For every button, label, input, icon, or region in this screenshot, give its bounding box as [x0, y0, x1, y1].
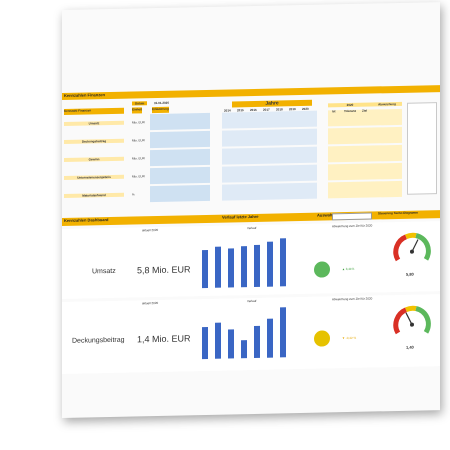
verlauf-label: Verlauf	[247, 298, 257, 304]
abweichung-label: Abweichung zum Ziel für 2020	[332, 296, 373, 302]
side-panel	[407, 102, 437, 195]
chart-bar	[267, 318, 273, 358]
year-values	[222, 110, 317, 129]
kpi-delta: ▼ -0,42 %	[342, 335, 357, 341]
row-name: Umsatz	[64, 120, 124, 126]
gauge-value: 1,40	[406, 344, 414, 350]
year-2020-header: 2020	[328, 102, 372, 108]
verlauf-title: Verlauf letzte Jahre	[222, 213, 259, 220]
chart-bar	[202, 249, 208, 289]
jahre-header: Jahre	[232, 99, 312, 108]
bar-chart-deckungsbeitrag	[202, 307, 294, 360]
year-header: 2015	[237, 108, 244, 113]
year-2020-values	[328, 180, 402, 199]
row-name: Gewinn	[64, 156, 124, 162]
ist-header: Ist	[332, 109, 336, 114]
kpi-panel-deckungsbeitrag: aktuell 2020 Verlauf Abweichung zum Ziel…	[62, 294, 440, 374]
dashboard-title: Kennzahlen Dashboard	[64, 217, 109, 223]
chart-bar	[241, 340, 247, 359]
tacho-title: Steuerung Tacho-Diagramm	[378, 210, 418, 216]
row-name: Deckungsbeitrag	[64, 138, 124, 144]
erlaeuterung-cell[interactable]	[150, 130, 210, 149]
auswahl-label: Auswahl	[317, 212, 334, 218]
year-2020-values	[328, 162, 402, 181]
chart-bar	[215, 322, 221, 359]
gauge-umsatz	[392, 229, 432, 270]
auswahl-dropdown[interactable]	[332, 212, 372, 221]
year-header: 2018	[276, 107, 283, 112]
erlaeuterung-cell[interactable]	[150, 148, 210, 167]
kpi-delta: ▲ 3,41%	[342, 266, 355, 272]
year-header: 2016	[250, 107, 257, 113]
row-unit: Mio. EUR	[132, 156, 145, 161]
chart-bar	[228, 248, 234, 288]
year-2020-values	[328, 126, 402, 145]
year-values	[222, 128, 317, 147]
years-header-row	[62, 2, 440, 10]
chart-bar	[254, 244, 260, 287]
spreadsheet-document: Kennzahlen Finanzen Datum 31.01.2020 Ken…	[62, 2, 440, 418]
year-values	[222, 164, 317, 183]
datum-label: Datum	[132, 101, 148, 106]
bar-chart-umsatz	[202, 238, 294, 289]
erlaeuterung-cell[interactable]	[150, 112, 210, 131]
chart-bar	[280, 238, 286, 287]
year-2020-values	[328, 144, 402, 163]
year-header: 2020	[302, 106, 309, 111]
kpi-name: Deckungsbeitrag	[72, 336, 125, 345]
kpi-value: 1,4 Mio. EUR	[137, 333, 191, 345]
finanzen-table: Umsatz Mio. EUR Deckungsbeitrag Mio. EUR Gew…	[62, 107, 440, 205]
year-values	[222, 182, 317, 201]
chart-bar	[280, 307, 286, 358]
chart-bar	[267, 241, 273, 287]
row-name: Materialaufwand	[64, 192, 124, 198]
kpi-value: 5,8 Mio. EUR	[137, 264, 191, 276]
chart-bar	[241, 246, 247, 288]
verlauf-label: Verlauf	[247, 225, 257, 231]
year-header: 2019	[289, 107, 296, 112]
row-name: Unternehmensergebnis	[64, 174, 124, 180]
abweichung-header: Abweichung	[372, 101, 402, 107]
finanzen-title: Kennzahlen Finanzen	[64, 92, 105, 98]
chart-bar	[215, 246, 221, 288]
row-unit: Mio. EUR	[132, 174, 145, 179]
status-dot	[314, 261, 330, 278]
finanzen-title-bar: Kennzahlen Finanzen	[62, 85, 440, 100]
datum-value[interactable]: 31.01.2020	[154, 100, 170, 106]
year-header: 2014	[224, 108, 231, 113]
erlaeuterung-cell[interactable]	[150, 184, 210, 203]
row-unit: Mio. EUR	[132, 120, 145, 125]
chart-bar	[228, 329, 234, 359]
gauge-value: 5,80	[406, 271, 414, 277]
row-unit: Mio. EUR	[132, 138, 145, 143]
aktuell-label: aktuell 2020	[142, 227, 159, 233]
status-dot	[314, 330, 330, 347]
year-values	[222, 146, 317, 165]
abweichung-label: Abweichung zum Ziel für 2020	[332, 223, 373, 229]
erlaeuterung-cell[interactable]	[150, 166, 210, 185]
kpi-name: Umsatz	[92, 267, 116, 276]
toleranz-header: Toleranz	[344, 108, 357, 114]
chart-bar	[202, 326, 208, 360]
kpi-panel-umsatz: aktuell 2020 Verlauf Abweichung zum Ziel…	[62, 221, 440, 299]
aktuell-label: aktuell 2020	[142, 300, 159, 306]
ziel-header: Ziel	[362, 108, 368, 113]
row-unit: %	[132, 192, 135, 197]
gauge-deckungsbeitrag	[392, 302, 432, 343]
chart-bar	[254, 325, 260, 358]
year-header: 2017	[263, 107, 270, 112]
